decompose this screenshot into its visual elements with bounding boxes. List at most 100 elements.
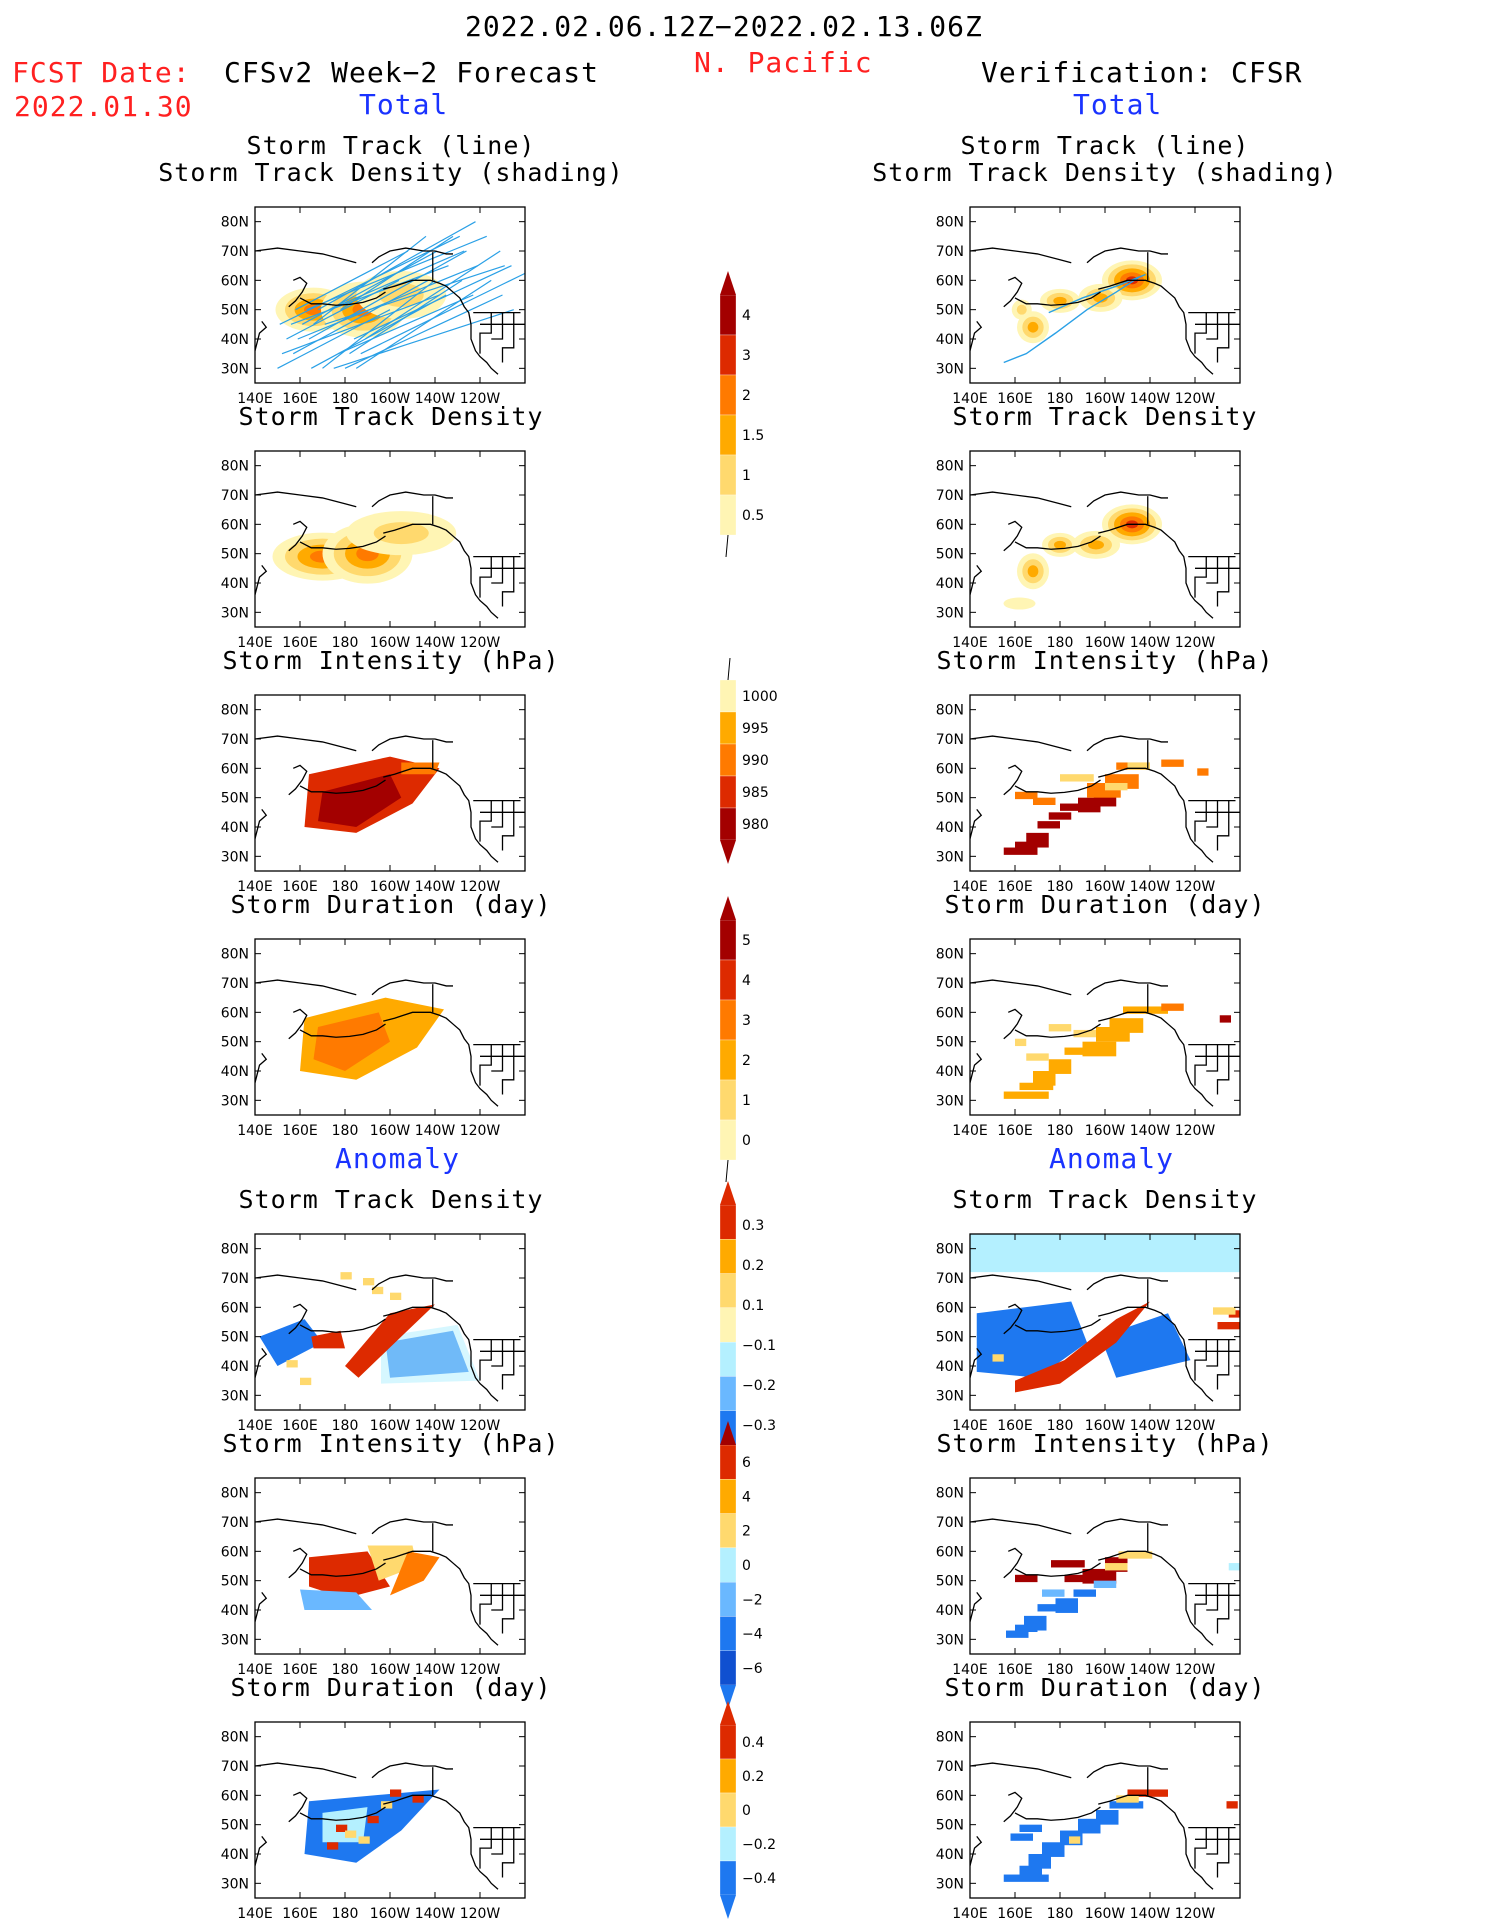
- coast-line: [299, 291, 386, 306]
- lat-tick-label: 70N: [936, 488, 964, 504]
- lat-tick-label: 50N: [221, 1330, 249, 1346]
- colorbar-tick-label: 2: [742, 1053, 751, 1069]
- lon-tick-label: 140E: [952, 1662, 988, 1678]
- state-line: [1194, 1827, 1207, 1869]
- lat-tick-label: 30N: [221, 1093, 249, 1109]
- lat-tick-label: 30N: [221, 361, 249, 377]
- plot-area: [255, 735, 525, 863]
- cbar-density-total: 4 3 2 1.5 1 0.5: [719, 271, 764, 558]
- grid-cell: [1082, 1041, 1117, 1057]
- lon-tick-label: 140W: [1130, 635, 1171, 651]
- state-line: [1206, 1827, 1219, 1855]
- coast-line: [299, 1318, 386, 1333]
- lon-tick-label: 180: [1047, 1662, 1074, 1678]
- coast-line: [288, 1008, 308, 1040]
- lat-tick-label: 80N: [936, 947, 964, 963]
- state-line: [479, 1583, 492, 1625]
- coast-line: [1086, 1762, 1168, 1779]
- f-track-panel: 80N 70N 60N 50N 40N 30N 140E 160E 180 160W 140W 120…: [221, 206, 526, 407]
- lon-tick-label: 160E: [997, 1418, 1033, 1434]
- grid-cell: [1033, 797, 1056, 805]
- lat-tick-label: 60N: [221, 517, 249, 533]
- storm-track-line: [290, 265, 449, 325]
- title-v-duration: Storm Duration (day): [944, 890, 1266, 919]
- colorbar-tick-label: 0.5: [742, 508, 764, 524]
- f-intensity-panel: 80N 70N 60N 50N 40N 30N 140E 160E 180 160W 140W 120…: [221, 694, 526, 895]
- colorbar-segment: [719, 959, 737, 1001]
- forecast-total-label: Total: [359, 88, 449, 121]
- state-line: [501, 800, 515, 851]
- colorbar-tick-label: 2: [742, 388, 751, 404]
- lon-tick-label: 160W: [1085, 1418, 1126, 1434]
- coast-line: [371, 979, 453, 996]
- colorbar-tick-label: −4: [742, 1627, 763, 1643]
- grid-cell: [1006, 1630, 1029, 1638]
- lat-tick-label: 70N: [936, 976, 964, 992]
- coast-line: [255, 1836, 268, 1866]
- f-anom-duration-panel: 80N 70N 60N 50N 40N 30N 140E 160E 180 160W 140W 120…: [221, 1721, 526, 1922]
- lon-tick-label: 160E: [282, 1662, 318, 1678]
- grid-cell: [1161, 1003, 1184, 1011]
- lon-tick-label: 160W: [370, 635, 411, 651]
- cbar-density-anom: 0.3 0.2 0.1 −0.1 −0.2 −0.3: [719, 1181, 776, 1469]
- state-line: [501, 1339, 515, 1390]
- colorbar-tick-label: 985: [742, 785, 769, 801]
- plot-area: [970, 1518, 1240, 1646]
- lat-tick-label: 60N: [936, 517, 964, 533]
- grid-cell: [1060, 774, 1094, 782]
- lat-tick-label: 80N: [936, 1242, 964, 1258]
- lat-tick-label: 60N: [936, 273, 964, 289]
- grid-cell: [1064, 1047, 1099, 1055]
- coast-line: [1098, 1794, 1214, 1890]
- state-line: [1194, 556, 1207, 598]
- v-anom-density-panel: 80N 70N 60N 50N 40N 30N 140E 160E 180 160W 140W 120…: [936, 1233, 1241, 1434]
- title-f-intensity: Storm Intensity (hPa): [222, 646, 560, 675]
- colorbar-segment: [719, 454, 737, 496]
- lon-tick-label: 180: [332, 635, 359, 651]
- coast-line: [371, 247, 453, 264]
- storm-track-line: [306, 235, 487, 311]
- v-density-panel: 80N 70N 60N 50N 40N 30N 140E 160E 180 160W 140W 120…: [936, 450, 1241, 651]
- density-contour: [1027, 565, 1039, 578]
- lat-tick-label: 80N: [221, 1730, 249, 1746]
- grid-cell: [1073, 1029, 1096, 1038]
- coast-line: [255, 247, 357, 264]
- colorbar-arrow: [720, 1421, 736, 1445]
- lat-tick-label: 50N: [221, 791, 249, 807]
- colorbar-tick-label: 0.3: [742, 1218, 764, 1234]
- coastline: [970, 979, 1240, 1107]
- coast-line: [255, 979, 357, 996]
- lat-tick-label: 40N: [936, 1064, 964, 1080]
- lon-tick-label: 140E: [237, 391, 273, 407]
- storm-track-line: [333, 309, 514, 369]
- lon-tick-label: 160E: [282, 1418, 318, 1434]
- coastline: [970, 735, 1240, 863]
- lon-tick-label: 160E: [997, 1906, 1033, 1922]
- grid-cell: [358, 1836, 370, 1844]
- lon-tick-label: 160W: [370, 1418, 411, 1434]
- colorbar-tick-label: −2: [742, 1592, 763, 1608]
- coast-line: [1086, 1518, 1168, 1535]
- v-anom-intensity-panel: 80N 70N 60N 50N 40N 30N 140E 160E 180 160W 140W 120…: [936, 1477, 1241, 1678]
- state-line: [1194, 312, 1207, 354]
- coast-line: [1086, 247, 1168, 264]
- state-line: [491, 1339, 504, 1367]
- colorbar-segment: [719, 775, 737, 809]
- lat-tick-label: 40N: [936, 820, 964, 836]
- lat-tick-label: 50N: [936, 1035, 964, 1051]
- grid-cell: [1042, 1589, 1065, 1597]
- grid-cell: [390, 1789, 402, 1797]
- coastline: [255, 979, 525, 1107]
- lon-tick-label: 160E: [997, 1662, 1033, 1678]
- coast-line: [371, 491, 453, 508]
- grid-cell: [1073, 1589, 1096, 1597]
- lon-tick-label: 140W: [415, 1123, 456, 1139]
- grid-cell: [1015, 791, 1038, 800]
- lon-tick-label: 160W: [1085, 1662, 1126, 1678]
- storm-track-line: [324, 265, 505, 325]
- lat-tick-label: 60N: [936, 1300, 964, 1316]
- coast-line: [288, 1303, 308, 1335]
- coast-line: [970, 1762, 1072, 1779]
- grid-cell: [1123, 1006, 1168, 1014]
- lon-tick-label: 180: [1047, 879, 1074, 895]
